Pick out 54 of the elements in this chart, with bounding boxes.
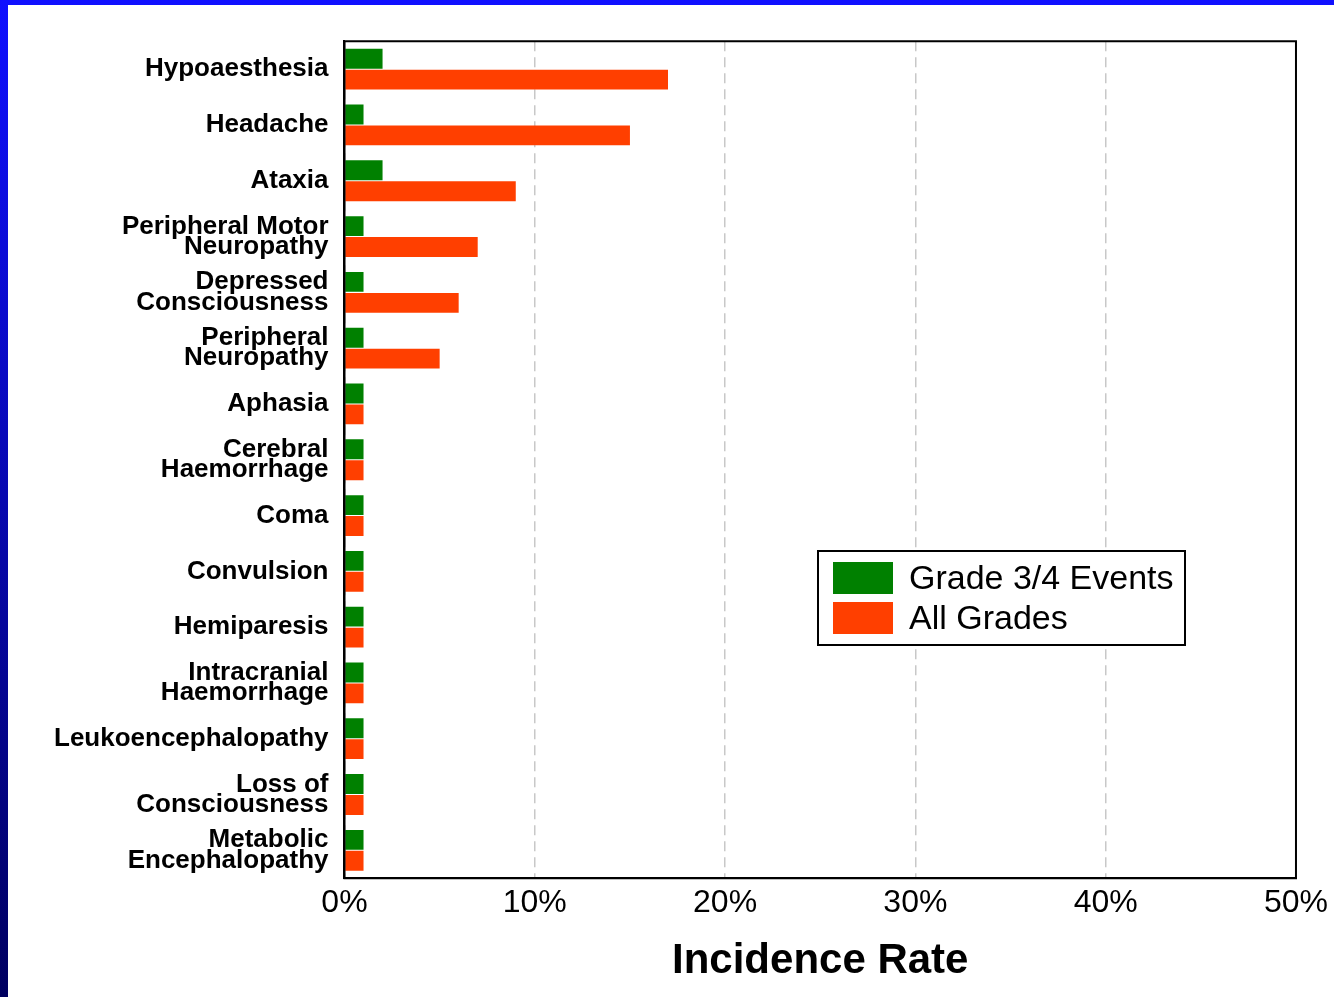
bar	[345, 850, 364, 871]
y-tick-label: Metabolic Encephalopathy	[127, 823, 330, 874]
bar	[345, 516, 364, 536]
x-tick-label: 20%	[693, 883, 758, 920]
bar	[345, 627, 364, 648]
bar	[345, 237, 478, 257]
y-tick-label: Coma	[256, 498, 330, 529]
x-tick-label: 10%	[502, 883, 567, 920]
y-tick-label: Loss of Consciousness	[136, 767, 329, 818]
y-tick-label: Convulsion	[186, 554, 329, 585]
bar	[345, 683, 364, 704]
y-tick-label: Peripheral Motor Neuropathy	[121, 209, 330, 260]
bar	[345, 739, 364, 760]
bar	[345, 829, 364, 850]
bar	[345, 160, 383, 181]
bar	[345, 125, 630, 146]
bar	[345, 69, 668, 90]
bar	[345, 774, 364, 794]
bar	[345, 404, 364, 425]
bar	[345, 606, 364, 627]
y-tick-label: Peripheral Neuropathy	[184, 321, 330, 372]
y-tick-label: Hypoaesthesia	[144, 52, 330, 83]
bar	[345, 181, 516, 202]
y-tick-label: Depressed Consciousness	[136, 265, 329, 316]
legend-label: All Grades	[908, 598, 1068, 638]
x-tick-label: 50%	[1263, 883, 1328, 920]
y-tick-label: Aphasia	[227, 387, 330, 418]
legend-label: Grade 3/4 Events	[908, 558, 1174, 598]
bar	[345, 104, 364, 125]
y-tick-label: Intracranial Haemorrhage	[160, 655, 329, 707]
y-tick-label: Hemiparesis	[173, 610, 329, 641]
bar	[345, 327, 364, 348]
y-tick-label: Cerebral Haemorrhage	[160, 432, 329, 484]
x-axis-title: Incidence Rate	[672, 935, 969, 983]
bar	[345, 571, 364, 592]
x-tick-label: 0%	[321, 883, 368, 920]
bar	[345, 795, 364, 815]
bar	[345, 48, 383, 69]
bar	[345, 216, 364, 237]
y-tick-label: Ataxia	[250, 163, 330, 194]
bar	[345, 271, 364, 292]
bar	[345, 348, 440, 369]
y-tick-label: Leukoencephalopathy	[54, 721, 330, 752]
bar	[345, 495, 364, 516]
y-tick-label: Headache	[205, 108, 329, 139]
x-tick-label: 40%	[1073, 883, 1138, 920]
bar	[345, 550, 364, 571]
bar	[345, 718, 364, 739]
bar	[345, 383, 364, 404]
x-tick-label: 30%	[883, 883, 948, 920]
bar	[345, 662, 364, 683]
bar	[345, 460, 364, 481]
bar	[345, 439, 364, 460]
bar	[345, 292, 459, 313]
